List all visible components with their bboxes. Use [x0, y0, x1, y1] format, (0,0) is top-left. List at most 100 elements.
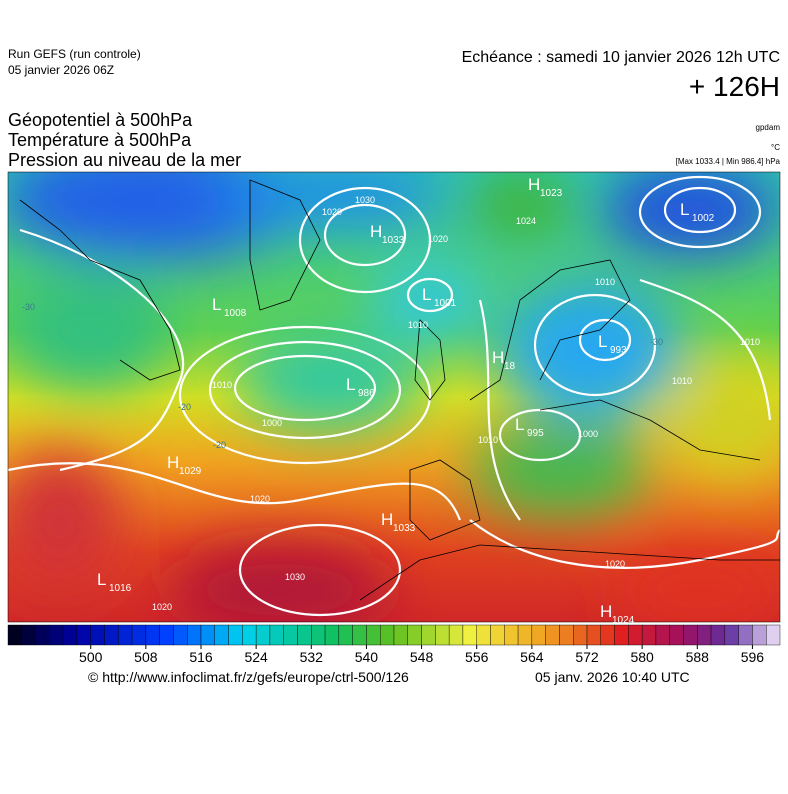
scale-swatch — [49, 624, 64, 646]
scale-swatch — [476, 624, 491, 646]
scale-tick-label: 548 — [410, 649, 434, 665]
scale-tick-label: 500 — [79, 649, 103, 665]
center-kind: L — [346, 375, 355, 394]
temperature-label: -20 — [178, 402, 191, 412]
scale-swatch — [462, 624, 477, 646]
title: Pression au niveau de la mer — [8, 150, 241, 170]
center-kind: H — [167, 453, 179, 472]
temperature-label: -30 — [650, 337, 663, 347]
unit: °C — [771, 143, 780, 152]
center-kind: H — [600, 602, 612, 621]
isobar-label: 1000 — [262, 418, 282, 428]
scale-swatch — [311, 624, 326, 646]
scale-tick-label: 540 — [355, 649, 379, 665]
scale-swatch — [393, 624, 408, 646]
scale-swatch — [35, 624, 50, 646]
lead-time: + 126H — [689, 71, 780, 102]
scale-swatch — [628, 624, 643, 646]
scale-swatch — [710, 624, 726, 646]
title: Température à 500hPa — [8, 130, 192, 150]
scale-swatch — [697, 624, 712, 646]
scale-tick-label: 588 — [686, 649, 710, 665]
isobar-label: 1020 — [428, 234, 448, 244]
scale-swatch — [545, 624, 560, 646]
scale-swatch — [255, 624, 271, 646]
center-kind: H — [528, 175, 540, 194]
center-value: 995 — [527, 428, 544, 439]
center-kind: H — [492, 348, 504, 367]
scale-swatch — [283, 624, 298, 646]
scale-swatch — [531, 624, 546, 646]
isobar-label: 1010 — [740, 337, 760, 347]
scale-swatch — [641, 624, 657, 646]
scale-swatch — [21, 624, 36, 646]
scale-tick-label: 596 — [741, 649, 765, 665]
isobar-label: 1020 — [250, 494, 270, 504]
scale-swatch — [76, 624, 91, 646]
center-kind: L — [680, 200, 689, 219]
center-kind: H — [381, 510, 393, 529]
scale-swatch — [228, 624, 243, 646]
scale-swatch — [118, 624, 133, 646]
scale-swatch — [614, 624, 629, 646]
scale-swatch — [104, 624, 119, 646]
forecast-time: Echéance : samedi 10 janvier 2026 12h UT… — [462, 49, 780, 66]
scale-swatch — [683, 624, 698, 646]
center-value: 993 — [610, 345, 627, 356]
isobar-label: 1030 — [355, 195, 375, 205]
center-value: 1029 — [179, 466, 202, 477]
scale-swatch — [655, 624, 670, 646]
run-date: 05 janvier 2026 06Z — [8, 63, 114, 77]
scale-swatch — [586, 624, 601, 646]
map-frame — [7, 171, 781, 623]
center-kind: H — [370, 222, 382, 241]
unit: gpdam — [756, 123, 781, 132]
center-value: 1024 — [612, 615, 635, 626]
scale-tick-label: 532 — [300, 649, 324, 665]
scale-swatch — [269, 624, 284, 646]
center-value: 1008 — [224, 308, 247, 319]
center-kind: L — [212, 295, 221, 314]
isobar-label: 1000 — [578, 429, 598, 439]
isobar-label: 1020 — [152, 602, 172, 612]
scale-tick-label: 564 — [520, 649, 544, 665]
source-url: © http://www.infoclimat.fr/z/gefs/europe… — [88, 669, 409, 685]
scale-swatch — [738, 624, 753, 646]
scale-swatch — [338, 624, 353, 646]
scale-swatch — [159, 624, 174, 646]
scale-tick-label: 580 — [630, 649, 654, 665]
scale-swatch — [435, 624, 450, 646]
scale-swatch — [7, 624, 22, 646]
scale-swatch — [187, 624, 202, 646]
isobar-label: 1010 — [212, 380, 232, 390]
scale-swatch — [380, 624, 395, 646]
scale-swatch — [766, 624, 781, 646]
scale-swatch — [559, 624, 574, 646]
scale-swatch — [669, 624, 684, 646]
isobar-label: 1024 — [516, 216, 536, 226]
scale-swatch — [490, 624, 505, 646]
scale-swatch — [517, 624, 533, 646]
scale-swatch — [200, 624, 215, 646]
run-label: Run GEFS (run controle) — [8, 47, 141, 61]
isobar-label: 1010 — [408, 320, 428, 330]
scale-swatch — [448, 624, 464, 646]
scale-swatch — [90, 624, 105, 646]
isobar-label: 1020 — [322, 207, 342, 217]
center-value: 1002 — [692, 213, 715, 224]
scale-swatch — [573, 624, 588, 646]
center-value: 986 — [358, 388, 375, 399]
isobar-label: 1010 — [478, 435, 498, 445]
scale-tick-label: 556 — [465, 649, 489, 665]
map-field — [8, 172, 780, 622]
center-value: 1033 — [393, 523, 416, 534]
scale-swatch — [421, 624, 436, 646]
scale-swatch — [214, 624, 229, 646]
scale-swatch — [131, 624, 147, 646]
coastlines — [19, 179, 780, 601]
scale-tick-label: 572 — [575, 649, 599, 665]
scale-swatch — [145, 624, 160, 646]
scale-swatch — [724, 624, 739, 646]
